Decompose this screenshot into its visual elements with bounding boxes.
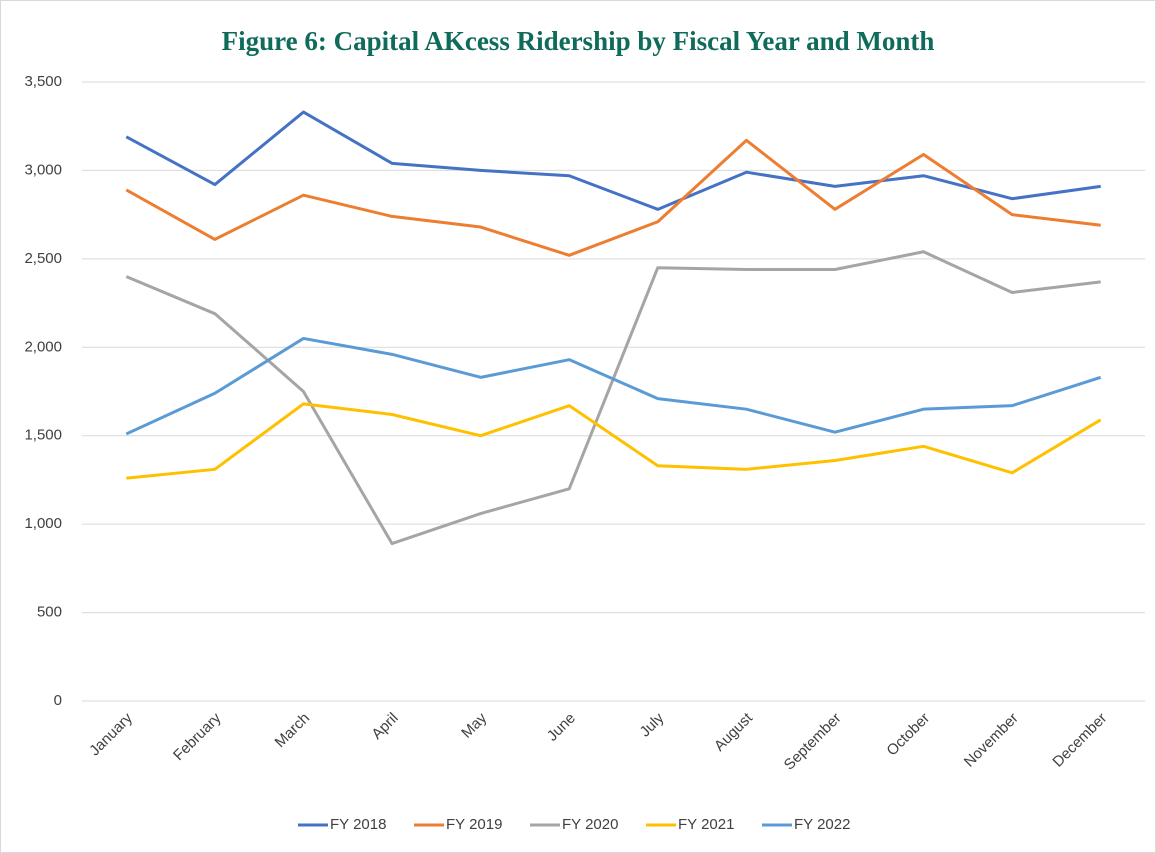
y-tick-label: 3,500	[24, 73, 62, 90]
series-line	[126, 402, 1102, 480]
y-tick-label: 1,500	[24, 427, 62, 444]
chart-title: Figure 6: Capital AKcess Ridership by Fi…	[222, 26, 935, 56]
y-tick-label: 3,000	[24, 161, 62, 178]
legend-label: FY 2020	[562, 816, 618, 833]
series-line	[125, 138, 1101, 257]
legend-label: FY 2021	[678, 816, 734, 833]
y-tick-label: 2,000	[24, 338, 62, 355]
legend-label: FY 2022	[794, 816, 850, 833]
y-tick-label: 500	[37, 604, 62, 621]
series-line	[125, 110, 1101, 211]
y-tick-label: 2,500	[24, 250, 62, 267]
series-line	[125, 336, 1102, 436]
y-tick-label: 1,000	[24, 515, 62, 532]
legend-label: FY 2018	[330, 816, 386, 833]
y-tick-label: 0	[54, 692, 62, 709]
legend-label: FY 2019	[446, 816, 502, 833]
